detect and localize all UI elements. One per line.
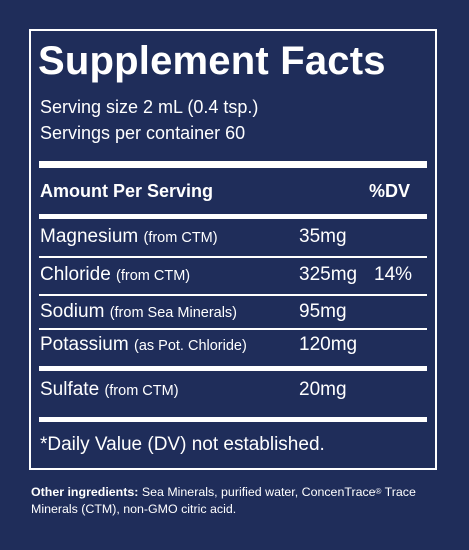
nutrient-row: Chloride (from CTM) 325mg 14% (40, 264, 427, 288)
other-ingredients: Other ingredients: Sea Minerals, purifie… (31, 484, 443, 518)
nutrient-source: (from CTM) (116, 268, 191, 284)
dv-header: %DV (369, 181, 411, 201)
nutrient-amount: 35mg (299, 226, 347, 247)
row-divider (39, 328, 427, 330)
nutrient-name: Chloride (40, 264, 111, 285)
nutrient-name: Sulfate (40, 379, 100, 400)
nutrient-dv: 14% (374, 264, 413, 285)
footnote-divider (39, 417, 427, 422)
nutrient-amount: 20mg (299, 379, 347, 400)
nutrient-name: Sodium (40, 301, 105, 322)
nutrient-amount: 120mg (299, 334, 358, 355)
nutrient-source: (from CTM) (143, 230, 218, 246)
nutrient-amount: 325mg (299, 264, 358, 285)
amount-per-serving-header: Amount Per Serving (40, 181, 214, 201)
nutrient-source: (as Pot. Chloride) (133, 338, 247, 354)
nutrient-source: (from CTM) (104, 383, 179, 399)
nutrient-row: Sulfate (from CTM) 20mg (40, 379, 427, 403)
nutrient-label: Potassium (as Pot. Chloride) (40, 334, 247, 356)
registered-mark: ® (375, 487, 382, 496)
nutrient-row: Magnesium (from CTM) 35mg (40, 226, 427, 250)
row-divider (39, 294, 427, 296)
other-ingredients-label: Other ingredients: (31, 485, 139, 499)
nutrient-name: Potassium (40, 334, 129, 355)
thick-row-divider (39, 366, 427, 371)
supplement-facts-panel: Supplement Facts Serving size 2 mL (0.4 … (29, 29, 437, 470)
nutrient-source: (from Sea Minerals) (109, 305, 238, 321)
nutrient-label: Magnesium (from CTM) (40, 226, 218, 248)
nutrient-label: Sodium (from Sea Minerals) (40, 301, 237, 323)
servings-per-container: Servings per container 60 (40, 123, 246, 143)
nutrient-label: Sulfate (from CTM) (40, 379, 179, 401)
nutrient-name: Magnesium (40, 226, 139, 247)
nutrient-row: Potassium (as Pot. Chloride) 120mg (40, 334, 427, 358)
nutrient-amount: 95mg (299, 301, 347, 322)
dv-footnote: *Daily Value (DV) not established. (40, 434, 325, 455)
row-divider (39, 256, 427, 258)
nutrient-row: Sodium (from Sea Minerals) 95mg (40, 301, 427, 325)
other-ingredients-text-end: Trace Minerals (CTM), non-GMO citric aci… (31, 485, 416, 516)
nutrient-label: Chloride (from CTM) (40, 264, 190, 286)
thick-divider (39, 161, 427, 168)
panel-title: Supplement Facts (38, 39, 386, 83)
header-divider (39, 214, 427, 219)
serving-size: Serving size 2 mL (0.4 tsp.) (40, 97, 259, 117)
other-ingredients-text: Sea Minerals, purified water, ConcenTrac… (138, 485, 376, 499)
